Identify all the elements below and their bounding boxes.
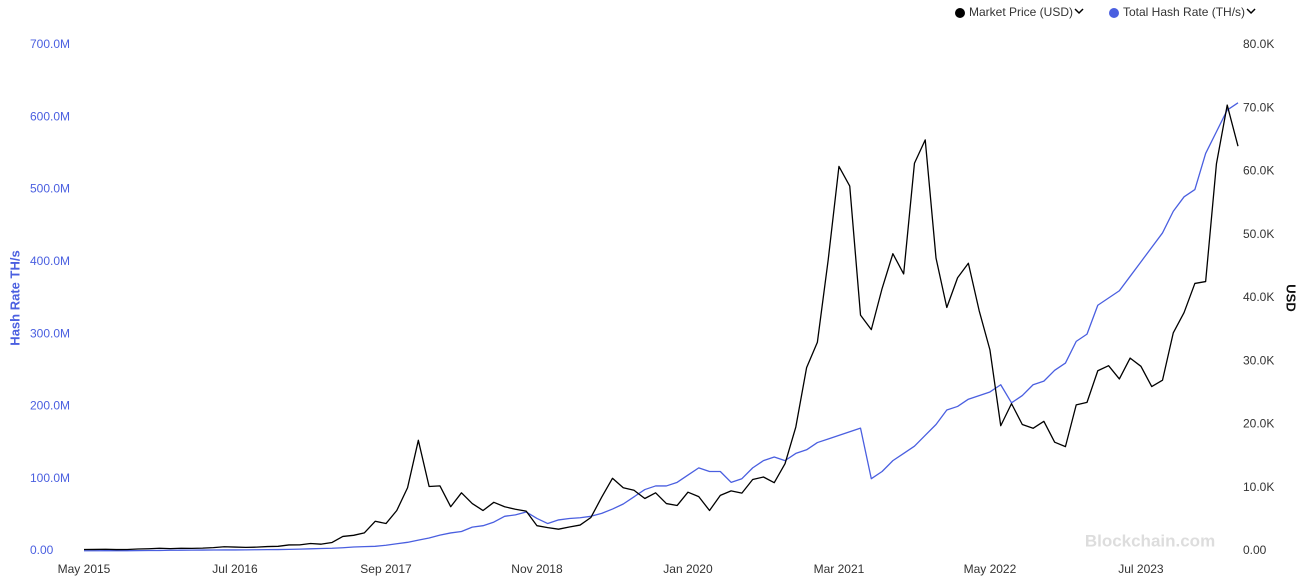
- legend-chevron[interactable]: [1246, 8, 1256, 15]
- x-tick-label: Jan 2020: [663, 562, 713, 576]
- x-tick-label: May 2015: [58, 562, 111, 576]
- watermark: Blockchain.com: [1085, 531, 1215, 550]
- y2-tick-label: 30.0K: [1243, 353, 1274, 367]
- y2-tick-label: 80.0K: [1243, 37, 1274, 51]
- x-tick-label: Nov 2018: [511, 562, 563, 576]
- y2-axis-title: USD: [1284, 284, 1299, 311]
- legend-label[interactable]: Market Price (USD): [969, 5, 1073, 19]
- series-line: [83, 102, 1239, 552]
- x-tick-label: Sep 2017: [360, 562, 412, 576]
- y2-tick-label: 50.0K: [1243, 227, 1274, 241]
- x-tick-label: Jul 2023: [1118, 562, 1164, 576]
- y-tick-label: 100.0M: [30, 471, 70, 485]
- series-line: [83, 104, 1239, 551]
- legend-chevron[interactable]: [1074, 8, 1084, 15]
- legend-marker[interactable]: [955, 8, 965, 18]
- y2-tick-label: 10.0K: [1243, 480, 1274, 494]
- y-tick-label: 200.0M: [30, 399, 70, 413]
- x-tick-label: Mar 2021: [814, 562, 865, 576]
- y-tick-label: 400.0M: [30, 254, 70, 268]
- y-axis-title: Hash Rate TH/s: [7, 250, 22, 345]
- x-tick-label: May 2022: [964, 562, 1017, 576]
- y-tick-label: 0.00: [30, 543, 54, 557]
- y-tick-label: 700.0M: [30, 37, 70, 51]
- legend-label[interactable]: Total Hash Rate (TH/s): [1123, 5, 1245, 19]
- y2-tick-label: 0.00: [1243, 543, 1267, 557]
- y-tick-label: 500.0M: [30, 182, 70, 196]
- x-tick-label: Jul 2016: [212, 562, 258, 576]
- legend-marker[interactable]: [1109, 8, 1119, 18]
- y2-tick-label: 70.0K: [1243, 100, 1274, 114]
- y2-tick-label: 60.0K: [1243, 164, 1274, 178]
- y-tick-label: 300.0M: [30, 326, 70, 340]
- y-tick-label: 600.0M: [30, 109, 70, 123]
- y2-tick-label: 40.0K: [1243, 290, 1274, 304]
- y2-tick-label: 20.0K: [1243, 417, 1274, 431]
